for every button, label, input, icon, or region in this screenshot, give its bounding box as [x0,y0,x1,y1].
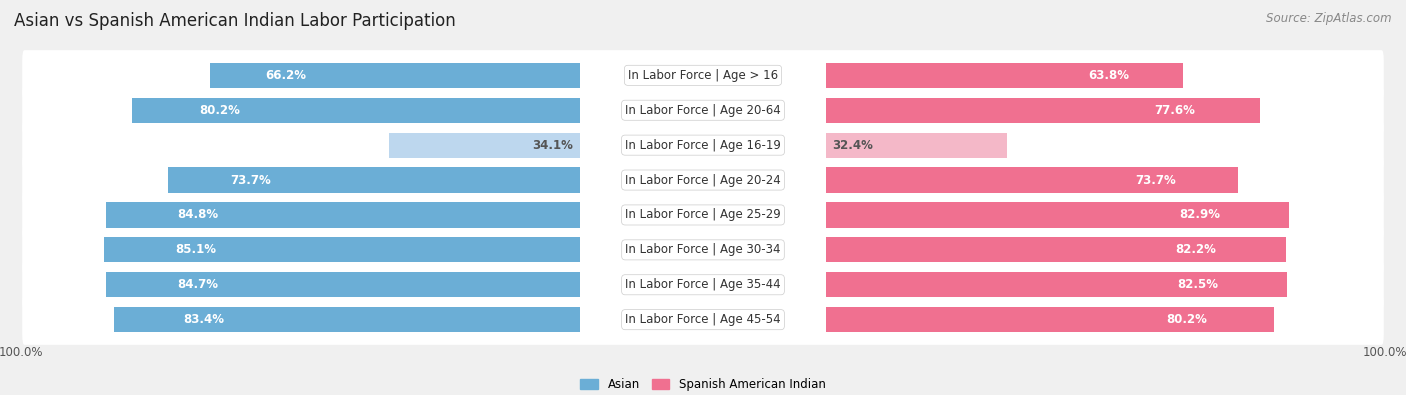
Bar [825,307,1274,332]
Text: 77.6%: 77.6% [1154,104,1195,117]
Text: 34.1%: 34.1% [533,139,574,152]
Text: 83.4%: 83.4% [184,313,225,326]
Text: In Labor Force | Age 20-24: In Labor Force | Age 20-24 [626,173,780,186]
Bar [825,272,1288,297]
Bar [389,133,581,158]
FancyBboxPatch shape [22,50,1384,100]
Text: 82.9%: 82.9% [1178,209,1220,222]
Text: 73.7%: 73.7% [229,173,270,186]
Text: In Labor Force | Age > 16: In Labor Force | Age > 16 [628,69,778,82]
Text: In Labor Force | Age 16-19: In Labor Force | Age 16-19 [626,139,780,152]
FancyBboxPatch shape [22,190,1384,240]
Bar [132,98,581,123]
Text: 32.4%: 32.4% [832,139,873,152]
Text: 82.5%: 82.5% [1177,278,1218,291]
Text: 80.2%: 80.2% [1166,313,1208,326]
Text: Source: ZipAtlas.com: Source: ZipAtlas.com [1267,12,1392,25]
Bar [209,63,581,88]
Bar [825,98,1260,123]
Text: In Labor Force | Age 25-29: In Labor Force | Age 25-29 [626,209,780,222]
Text: 84.7%: 84.7% [177,278,218,291]
Text: 73.7%: 73.7% [1136,173,1177,186]
Bar [167,167,581,193]
Bar [825,63,1182,88]
Bar [825,133,1007,158]
Text: 80.2%: 80.2% [198,104,240,117]
Text: Asian vs Spanish American Indian Labor Participation: Asian vs Spanish American Indian Labor P… [14,12,456,30]
Text: 84.8%: 84.8% [177,209,218,222]
Text: In Labor Force | Age 45-54: In Labor Force | Age 45-54 [626,313,780,326]
FancyBboxPatch shape [22,120,1384,170]
Legend: Asian, Spanish American Indian: Asian, Spanish American Indian [575,373,831,395]
Text: In Labor Force | Age 20-64: In Labor Force | Age 20-64 [626,104,780,117]
Text: 100.0%: 100.0% [0,346,44,359]
Bar [825,167,1239,193]
Text: 100.0%: 100.0% [1362,346,1406,359]
Text: 82.2%: 82.2% [1175,243,1216,256]
Text: 85.1%: 85.1% [176,243,217,256]
Bar [114,307,581,332]
FancyBboxPatch shape [22,225,1384,275]
FancyBboxPatch shape [22,295,1384,345]
Bar [825,202,1289,228]
Bar [107,272,581,297]
Text: In Labor Force | Age 30-34: In Labor Force | Age 30-34 [626,243,780,256]
Text: 63.8%: 63.8% [1088,69,1129,82]
FancyBboxPatch shape [22,85,1384,135]
FancyBboxPatch shape [22,155,1384,205]
Text: 66.2%: 66.2% [266,69,307,82]
Bar [104,237,581,262]
Bar [105,202,581,228]
FancyBboxPatch shape [22,260,1384,310]
Text: In Labor Force | Age 35-44: In Labor Force | Age 35-44 [626,278,780,291]
Bar [825,237,1285,262]
